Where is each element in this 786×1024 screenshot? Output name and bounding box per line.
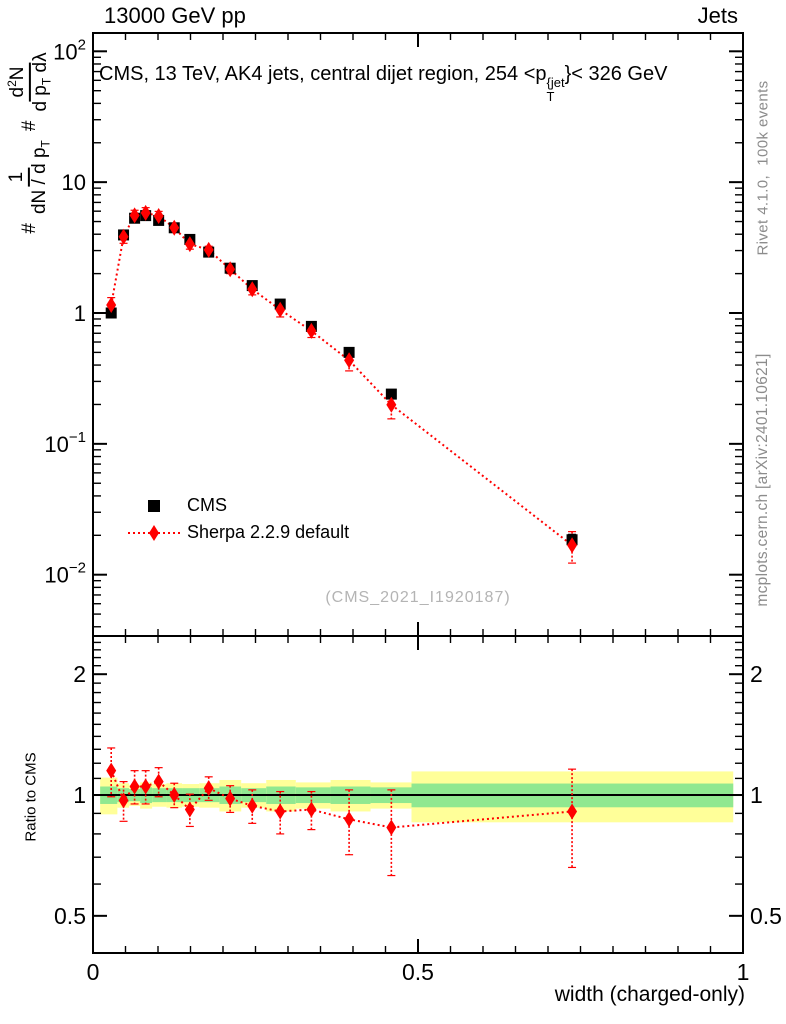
x-tick-label: 1 [737, 959, 750, 985]
legend-item-sherpa: Sherpa 2.2.9 default [128, 519, 349, 546]
y-tick-label: 102 [53, 36, 86, 64]
ylabel-frac2-den-sub: T [39, 77, 54, 86]
plot-title-supsub: {jet T [547, 76, 565, 103]
ratio-y-tick-label: 2 [750, 661, 763, 687]
watermark: (CMS_2021_I1920187) [325, 589, 511, 606]
ylabel-fraction-1: 1 dN / d pT [6, 138, 53, 216]
ylabel-frac2-num-post: N [7, 66, 29, 81]
plot-title-subscript: T [546, 88, 555, 104]
ylabel-frac2-den-post: dλ [30, 52, 52, 78]
source-arxiv-caption: mcplots.cern.ch [arXiv:2401.10621] [754, 353, 771, 607]
beam-energy-title: 13000 GeV pp [104, 3, 246, 28]
y-tick-label: 10 [62, 170, 86, 195]
ratio-data-point [153, 773, 164, 790]
ratio-data-point [203, 780, 214, 797]
ylabel-frac1-den-text: dN / d p [28, 147, 50, 215]
ylabel-hash-1: # [18, 223, 40, 234]
ratio-data-point [169, 787, 180, 804]
sherpa-data-point [344, 352, 355, 369]
sherpa-data-point [275, 301, 286, 318]
generator-version-caption: Rivet 4.1.0, 100k events [754, 80, 772, 256]
ylabel-frac2-numerator: d2N [4, 62, 32, 102]
ratio-data-point [225, 790, 236, 807]
ratio-y-tick-label: 1 [73, 782, 86, 808]
process-title: Jets [697, 3, 738, 28]
sherpa-data-point [306, 322, 317, 339]
ratio-data-point [344, 811, 355, 828]
main-y-axis-label: # 1 dN / d pT # d2N d pT dλ [4, 50, 54, 234]
legend: CMS Sherpa 2.2.9 default [128, 492, 349, 546]
sherpa-data-point [118, 228, 129, 245]
ratio-data-point [118, 792, 129, 809]
plot-title-superscript: {jet [546, 75, 565, 90]
ratio-data-point [184, 801, 195, 818]
sherpa-data-point [184, 236, 195, 253]
sherpa-data-point [567, 537, 578, 554]
ratio-data-point [386, 819, 397, 836]
legend-item-cms: CMS [128, 492, 349, 519]
ratio-y-tick-label: 2 [73, 661, 86, 687]
x-axis-label: width (charged-only) [554, 983, 745, 1006]
plot-title-tail: }< 326 GeV [564, 63, 668, 85]
ratio-data-point [140, 778, 151, 795]
ylabel-frac2-num-pre: d [7, 86, 29, 98]
sherpa-data-point [225, 261, 236, 278]
sherpa-data-point [247, 281, 258, 298]
ratio-y-tick-label: 0.5 [750, 903, 782, 929]
ylabel-frac2-num-sup: 2 [4, 80, 19, 87]
x-tick-label: 0.5 [402, 959, 434, 985]
legend-label-sherpa: Sherpa 2.2.9 default [187, 522, 350, 542]
sherpa-data-point [169, 219, 180, 236]
sherpa-marker-icon [128, 523, 180, 543]
cms-marker-icon [128, 499, 180, 513]
ratio-data-point [247, 797, 258, 814]
x-tick-label: 0 [87, 959, 100, 985]
ylabel-frac1-numerator: 1 [6, 167, 30, 187]
legend-label-cms: CMS [187, 495, 227, 515]
ylabel-frac1-denominator: dN / d pT [28, 138, 53, 216]
sherpa-data-point [129, 207, 140, 224]
ylabel-frac2-den-pre: d p [30, 85, 52, 112]
ylabel-fraction-2: d2N d pT dλ [4, 50, 54, 113]
ratio-data-point [275, 803, 286, 820]
ratio-y-axis-label: Ratio to CMS [22, 752, 40, 842]
sherpa-data-point [153, 208, 164, 225]
ylabel-hash-2: # [18, 120, 40, 132]
plot-title: CMS, 13 TeV, AK4 jets, central dijet reg… [99, 63, 667, 103]
sherpa-data-point [386, 396, 397, 413]
plot-title-text: CMS, 13 TeV, AK4 jets, central dijet reg… [99, 63, 547, 85]
sherpa-data-point [106, 297, 117, 314]
y-tick-label: 1 [74, 301, 86, 326]
ratio-data-point [129, 778, 140, 795]
ylabel-frac2-denominator: d pT dλ [30, 50, 54, 113]
ratio-y-tick-label: 0.5 [54, 903, 86, 929]
ratio-data-point [567, 803, 578, 820]
sherpa-data-point [140, 204, 151, 221]
ratio-data-point [306, 801, 317, 818]
ratio-y-tick-label: 1 [750, 782, 763, 808]
sherpa-data-point [203, 241, 214, 258]
ylabel-frac1-den-sub: T [38, 140, 53, 148]
cms-data-point [385, 388, 397, 400]
y-tick-label: 10−2 [44, 560, 86, 588]
y-tick-label: 10−1 [44, 429, 86, 457]
ratio-data-point [106, 762, 117, 779]
